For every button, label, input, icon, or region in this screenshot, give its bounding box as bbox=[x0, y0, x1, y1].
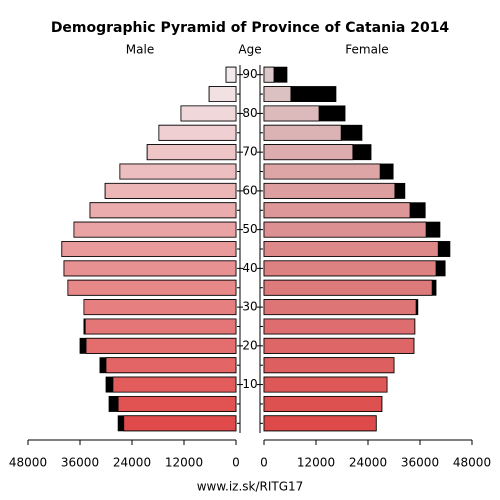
bar-common bbox=[104, 182, 237, 199]
bar-common bbox=[225, 66, 237, 83]
bar-common bbox=[117, 395, 237, 412]
y-tick-label: 10 bbox=[242, 377, 257, 391]
bar-common bbox=[73, 221, 237, 238]
bar-common bbox=[263, 144, 354, 161]
y-tick-label: 30 bbox=[242, 300, 257, 314]
bar-common bbox=[263, 318, 416, 335]
bar-common bbox=[263, 357, 395, 374]
bar-common bbox=[263, 260, 437, 277]
right-label: Female bbox=[345, 43, 388, 57]
bar-common bbox=[263, 163, 381, 180]
bar-common bbox=[263, 182, 396, 199]
bar-common bbox=[67, 279, 237, 296]
bar-common bbox=[208, 86, 237, 103]
x-tick-label: 24000 bbox=[113, 456, 151, 470]
bar-common bbox=[263, 124, 342, 141]
bar-common bbox=[263, 86, 292, 103]
x-tick-label: 24000 bbox=[349, 456, 387, 470]
bar-common bbox=[263, 376, 388, 393]
bar-common bbox=[263, 105, 320, 122]
bar-common bbox=[263, 66, 275, 83]
chart-title: Demographic Pyramid of Province of Catan… bbox=[51, 20, 450, 36]
bar-common bbox=[63, 260, 237, 277]
bar-common bbox=[123, 415, 237, 432]
bar-common bbox=[83, 299, 237, 316]
x-tick-label: 36000 bbox=[61, 456, 99, 470]
y-tick-label: 90 bbox=[242, 67, 257, 81]
bar-common bbox=[85, 337, 237, 354]
y-tick-label: 70 bbox=[242, 145, 257, 159]
bar-common bbox=[112, 376, 237, 393]
x-tick-label: 36000 bbox=[401, 456, 439, 470]
bar-common bbox=[146, 144, 237, 161]
y-tick-label: 80 bbox=[242, 106, 257, 120]
bar-common bbox=[263, 241, 439, 257]
x-tick-label: 48000 bbox=[453, 456, 491, 470]
y-tick-label: 20 bbox=[242, 338, 257, 352]
bar-common bbox=[84, 318, 237, 335]
center-label: Age bbox=[238, 43, 261, 57]
bar-common bbox=[263, 279, 433, 296]
bar-common bbox=[263, 337, 415, 354]
x-tick-label: 0 bbox=[260, 456, 268, 470]
bar-common bbox=[61, 241, 237, 257]
bar-common bbox=[158, 124, 237, 141]
bar-common bbox=[89, 202, 237, 219]
x-tick-label: 12000 bbox=[165, 456, 203, 470]
bar-common bbox=[263, 221, 427, 238]
bar-common bbox=[263, 395, 383, 412]
source: www.iz.sk/RITG17 bbox=[197, 480, 304, 494]
bar-common bbox=[180, 105, 237, 122]
x-tick-label: 12000 bbox=[297, 456, 335, 470]
bar-common bbox=[263, 415, 377, 432]
x-tick-label: 48000 bbox=[9, 456, 47, 470]
left-label: Male bbox=[126, 43, 154, 57]
y-tick-label: 40 bbox=[242, 261, 257, 275]
y-tick-label: 60 bbox=[242, 183, 257, 197]
y-tick-label: 50 bbox=[242, 222, 257, 236]
bar-common bbox=[263, 202, 411, 219]
x-tick-label: 0 bbox=[232, 456, 240, 470]
bar-common bbox=[119, 163, 237, 180]
bar-common bbox=[263, 299, 417, 316]
bar-common bbox=[105, 357, 237, 374]
